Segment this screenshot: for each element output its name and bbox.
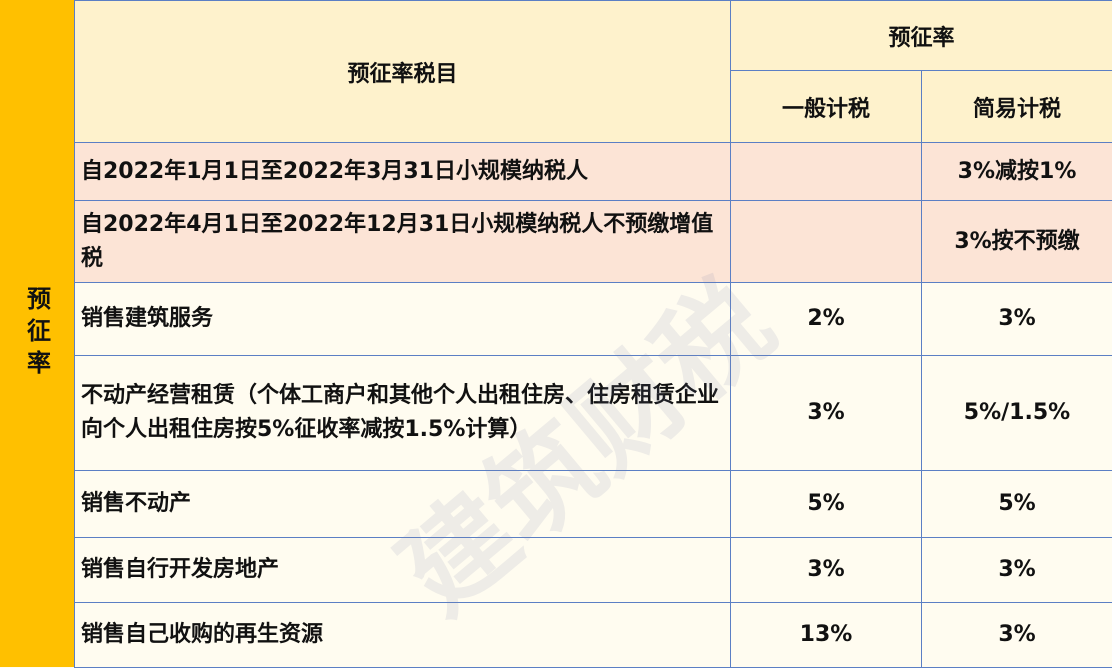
row-general <box>731 201 922 283</box>
side-label-text: 预征率 <box>20 286 55 382</box>
row-item: 销售建筑服务 <box>75 283 731 356</box>
row-simple: 5%/1.5% <box>922 356 1112 471</box>
header-rate-group: 预征率 <box>731 1 1112 71</box>
header-general: 一般计税 <box>731 71 922 143</box>
row-simple: 3%减按1% <box>922 143 1112 201</box>
row-simple: 3% <box>922 283 1112 356</box>
rate-table: 预征率税目预征率 一般计税简易计税 自2022年1月1日至2022年3月31日小… <box>74 0 1112 668</box>
side-label: 预征率 <box>0 0 74 667</box>
row-general: 13% <box>731 603 922 668</box>
row-general: 3% <box>731 538 922 603</box>
row-item: 销售自己收购的再生资源 <box>75 603 731 668</box>
table-row: 不动产经营租赁（个体工商户和其他个人出租住房、住房租赁企业向个人出租住房按5%征… <box>75 356 1112 471</box>
row-item: 销售不动产 <box>75 471 731 538</box>
header-item: 预征率税目 <box>75 1 731 143</box>
row-item: 不动产经营租赁（个体工商户和其他个人出租住房、住房租赁企业向个人出租住房按5%征… <box>75 356 731 471</box>
table-row: 自2022年4月1日至2022年12月31日小规模纳税人不预缴增值税 3%按不预缴 <box>75 201 1112 283</box>
header-simple: 简易计税 <box>922 71 1112 143</box>
row-simple: 3%按不预缴 <box>922 201 1112 283</box>
row-simple: 5% <box>922 471 1112 538</box>
row-item: 自2022年4月1日至2022年12月31日小规模纳税人不预缴增值税 <box>75 201 731 283</box>
row-general: 2% <box>731 283 922 356</box>
row-item: 自2022年1月1日至2022年3月31日小规模纳税人 <box>75 143 731 201</box>
row-general: 3% <box>731 356 922 471</box>
row-item: 销售自行开发房地产 <box>75 538 731 603</box>
table-row: 自2022年1月1日至2022年3月31日小规模纳税人 3%减按1% <box>75 143 1112 201</box>
row-general: 5% <box>731 471 922 538</box>
row-simple: 3% <box>922 603 1112 668</box>
row-general <box>731 143 922 201</box>
row-simple: 3% <box>922 538 1112 603</box>
